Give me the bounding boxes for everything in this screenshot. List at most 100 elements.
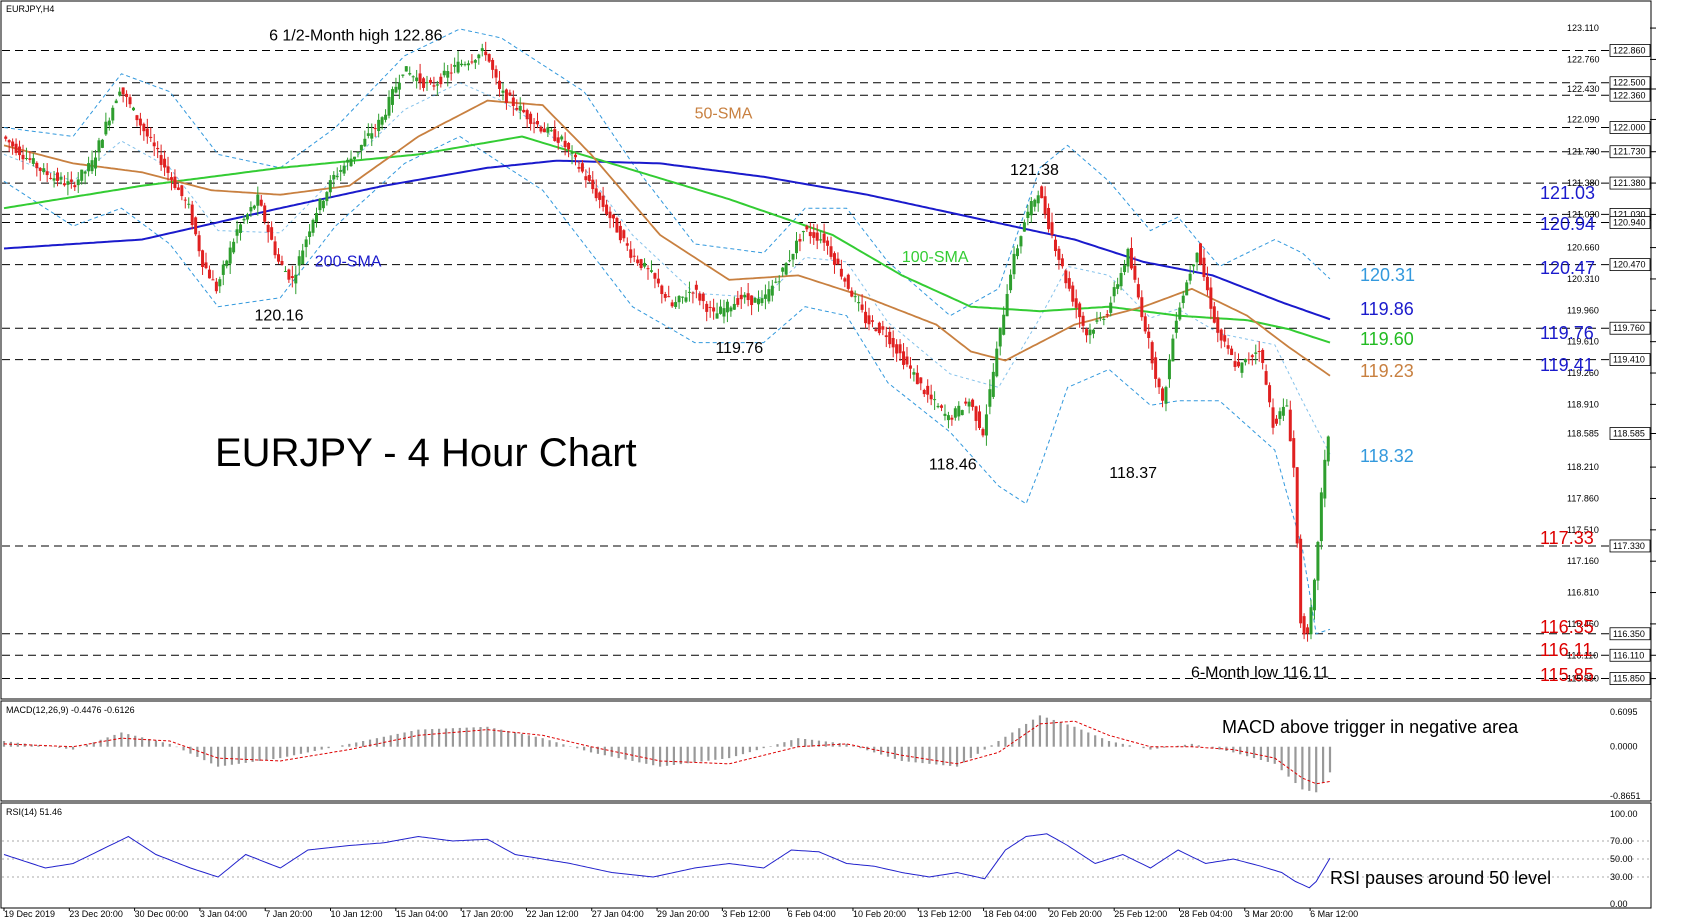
candle-body [1233,361,1237,367]
candle-body [784,263,788,275]
candle-body [270,227,274,240]
rsi-tick-label: 0.00 [1610,899,1628,909]
candle-body [245,214,249,220]
y-tick-label: 117.510 [1567,525,1599,535]
annotation-label: 200-SMA [315,253,382,270]
candle-body [960,410,964,416]
candle-body [7,140,11,143]
candle-body [539,126,543,132]
candle-body [618,225,622,241]
annotation-label: 6-Month low 116.11 [1191,664,1329,681]
level-tag-box [1609,672,1651,685]
candle-body [239,224,243,233]
candle-body [1015,248,1019,257]
candle-body [805,226,809,230]
candle-body [114,100,118,104]
candle-body [66,181,70,185]
candle-body [929,394,933,400]
rsi-panel: 100.00 70.00 50.00 30.00 0.00 [2,809,1651,909]
right-level-label: 119.76 [1540,323,1594,343]
x-tick-label: 3 Jan 04:00 [200,909,247,919]
candle-body [639,259,643,269]
candle-body [546,127,550,133]
candle-body [943,413,947,416]
candle-body [342,165,346,174]
candle-body [401,74,405,76]
candle-body [1188,273,1192,281]
candle-body [418,73,422,83]
level-tag-box [1609,44,1651,57]
x-tick-label: 20 Feb 20:00 [1049,909,1102,919]
candle-body [152,142,156,147]
annotation-label: 6 1/2-Month high 122.86 [269,27,443,44]
bollinger-upper [3,28,1331,317]
annotation-label: 50-SMA [695,106,753,123]
level-tag-box [1609,627,1651,641]
current-price-tag: 118.585 [1613,429,1645,439]
x-tick-label: 18 Feb 04:00 [984,909,1037,919]
candle-body [38,167,42,171]
macd-signal-line [3,720,1331,785]
candle-body [125,93,129,97]
candle-body [377,119,381,132]
candle-body [670,302,674,307]
candle-body [791,253,795,260]
candle-body [1043,196,1047,215]
macd-panel: 0.6095 0.0000 -0.8651 [2,707,1641,801]
candle-body [864,311,868,324]
candle-body [1230,348,1234,356]
candle-body [504,89,508,103]
x-tick-label: 22 Jan 12:00 [526,909,578,919]
candle-body [915,372,919,385]
candle-body [1299,538,1303,624]
candle-body [169,177,173,180]
candle-body [991,371,995,397]
candle-body [1129,247,1133,269]
candle-body [808,231,812,237]
candle-body [525,110,529,120]
candle-body [1209,287,1213,309]
candle-body [1202,257,1206,278]
level-tag-text: 120.470 [1613,260,1646,270]
candle-body [908,365,912,369]
candle-body [349,158,353,167]
level-tag-text: 116.350 [1613,629,1645,639]
candle-body [1271,407,1275,428]
x-tick-label: 10 Jan 12:00 [331,909,383,919]
candle-body [404,66,408,72]
x-tick-label: 3 Mar 20:00 [1245,909,1293,919]
candle-body [187,203,191,205]
candle-body [176,187,180,190]
level-tag-box [1609,176,1651,190]
candle-body [263,205,267,222]
candle-body [4,136,8,139]
candle-body [142,123,146,132]
candle-body [494,69,498,78]
candle-body [1102,318,1106,320]
annotations: 6 1/2-Month high 122.86 120.16 50-SMA 200-S… [255,27,1330,681]
candle-body [757,298,761,305]
level-tag-text: 115.850 [1613,674,1645,684]
candle-body [542,128,546,133]
candle-body [660,285,664,295]
level-tag-text: 120.940 [1613,217,1646,227]
candle-body [974,406,978,421]
candle-body [1119,273,1123,287]
candle-body [732,303,736,310]
candle-body [933,399,937,401]
candle-body [1126,248,1130,267]
candle-body [11,141,15,147]
candle-body [318,198,322,211]
candle-body [221,264,225,275]
candle-body [1240,362,1244,373]
candle-body [815,232,819,241]
candle-body [1268,385,1272,403]
right-level-label: 115.85 [1540,665,1594,685]
candle-body [712,307,716,312]
rsi-tick-label: 50.00 [1610,854,1633,864]
candle-body [750,295,754,306]
candle-body [936,405,940,408]
candle-body [104,121,108,135]
y-tick-label: 120.310 [1567,274,1600,284]
candle-body [228,247,232,264]
